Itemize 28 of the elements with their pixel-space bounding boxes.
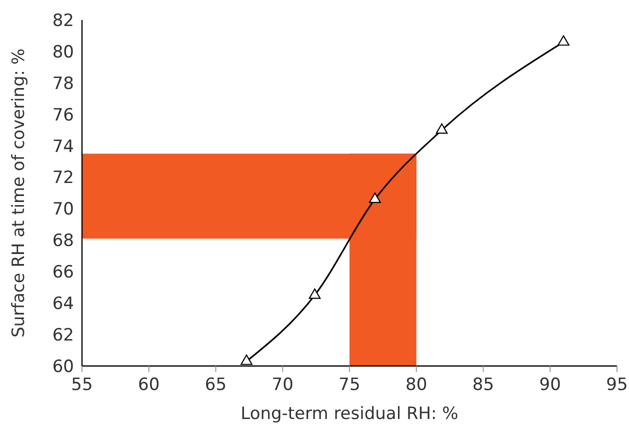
x-axis-title: Long-term residual RH: % xyxy=(240,404,458,424)
x-tick-label: 55 xyxy=(71,375,93,395)
point xyxy=(368,192,381,203)
y-tick-label: 64 xyxy=(52,294,74,314)
y-tick-label: 74 xyxy=(52,136,74,157)
y-tick-label: 78 xyxy=(52,74,74,94)
x-tick-label: 60 xyxy=(138,375,160,395)
x-tick-label: 70 xyxy=(272,375,294,395)
y-tick-label: 80 xyxy=(52,42,74,62)
x-tick-label: 65 xyxy=(204,375,227,395)
y-tick-label: 70 xyxy=(52,200,74,220)
y-tick-label: 72 xyxy=(52,168,74,188)
point xyxy=(436,123,448,134)
y-axis-title: Surface RH at time of covering: % xyxy=(9,48,29,338)
point xyxy=(240,354,252,365)
y-tick-label: 76 xyxy=(52,105,74,126)
x-tick-label: 85 xyxy=(472,375,494,395)
point xyxy=(308,288,321,299)
y-tick-label: 68 xyxy=(52,231,74,252)
y-tick-label: 62 xyxy=(52,325,74,346)
point xyxy=(558,35,570,46)
x-tick-label: 90 xyxy=(539,375,561,395)
x-tick-label: 95 xyxy=(606,375,628,395)
x-tick-label: 75 xyxy=(338,375,360,395)
y-tick-label: 60 xyxy=(52,356,74,377)
x-tick-label: 80 xyxy=(406,375,428,395)
y-tick-label: 82 xyxy=(52,10,74,31)
y-tick-label: 66 xyxy=(52,262,74,283)
